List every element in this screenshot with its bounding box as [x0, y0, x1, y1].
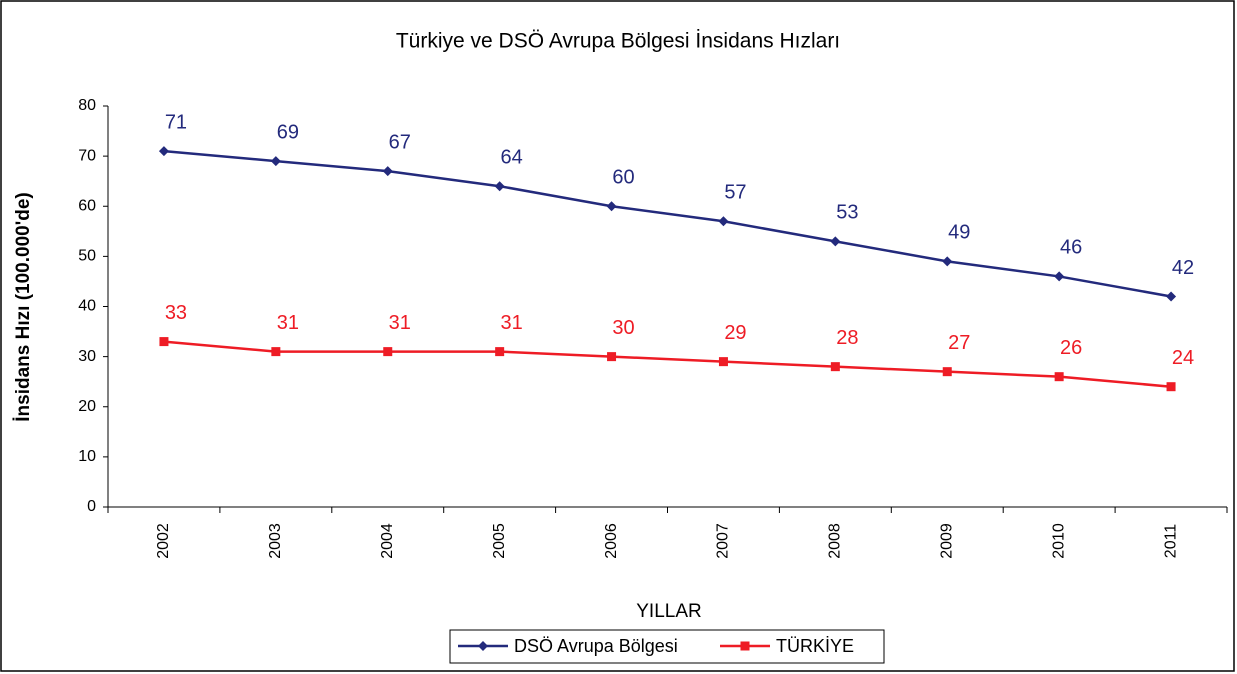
legend-box	[449, 629, 885, 664]
y-tick-label: 80	[78, 97, 96, 114]
data-point	[942, 367, 952, 377]
x-tick-label: 2004	[379, 523, 396, 559]
data-point	[607, 352, 617, 362]
x-tick-label: 2002	[155, 523, 172, 559]
x-tick-label: 2010	[1050, 523, 1067, 559]
data-label: 69	[277, 121, 299, 143]
data-point	[271, 347, 281, 357]
y-tick-label: 40	[78, 298, 96, 315]
legend-marker	[740, 641, 750, 651]
data-label: 31	[501, 312, 523, 334]
data-point	[270, 156, 281, 167]
data-point	[1166, 382, 1176, 392]
data-label: 67	[389, 131, 411, 153]
x-tick-label: 2009	[938, 523, 955, 559]
data-label: 31	[389, 312, 411, 334]
y-tick-label: 20	[78, 398, 96, 415]
data-label: 28	[836, 327, 858, 349]
x-axis-label: YILLAR	[636, 601, 701, 622]
data-label: 27	[948, 332, 970, 354]
data-label: 29	[724, 322, 746, 344]
data-point	[159, 337, 169, 347]
data-point	[1054, 372, 1064, 382]
data-point	[830, 362, 840, 372]
y-tick-label: 0	[87, 498, 96, 515]
x-tick-label: 2008	[827, 523, 844, 559]
y-tick-label: 30	[78, 348, 96, 365]
data-label: 57	[724, 182, 746, 204]
data-label: 24	[1172, 347, 1194, 369]
x-tick-label: 2005	[491, 523, 508, 559]
x-tick-label: 2006	[603, 523, 620, 559]
data-label: 60	[612, 167, 634, 189]
series-line	[163, 340, 1172, 388]
legend-marker	[478, 641, 488, 651]
data-point	[830, 236, 841, 247]
data-label: 33	[165, 302, 187, 324]
y-tick-label: 70	[78, 147, 96, 164]
x-tick-label: 2007	[715, 523, 732, 559]
data-label: 42	[1172, 257, 1194, 279]
data-point	[718, 357, 728, 367]
data-label: 31	[277, 312, 299, 334]
y-tick-label: 10	[78, 448, 96, 465]
data-point	[942, 256, 953, 267]
data-point	[718, 216, 729, 227]
x-tick-label: 2011	[1162, 524, 1179, 559]
x-tick-label: 2003	[267, 523, 284, 559]
legend-label: DSÖ Avrupa Bölgesi	[514, 636, 678, 656]
y-tick-label: 50	[78, 248, 96, 265]
data-point	[606, 201, 617, 212]
data-label: 71	[165, 111, 187, 133]
y-tick-label: 60	[78, 197, 96, 214]
data-label: 64	[501, 146, 523, 168]
data-label: 46	[1060, 237, 1082, 259]
data-label: 30	[612, 317, 634, 339]
data-label: 53	[836, 202, 858, 224]
chart-title: Türkiye ve DSÖ Avrupa Bölgesi İnsidans H…	[396, 30, 840, 53]
data-point	[1054, 271, 1065, 282]
data-point	[382, 166, 393, 177]
data-point	[158, 146, 169, 157]
data-point	[383, 347, 393, 357]
data-point	[494, 181, 505, 192]
data-point	[495, 347, 505, 357]
legend-label: TÜRKİYE	[776, 636, 854, 656]
data-label: 49	[948, 222, 970, 244]
series-line	[163, 149, 1172, 298]
y-axis-label: İnsidans Hızı (100.000'de)	[13, 192, 34, 421]
data-label: 26	[1060, 337, 1082, 359]
data-point	[1166, 291, 1177, 302]
